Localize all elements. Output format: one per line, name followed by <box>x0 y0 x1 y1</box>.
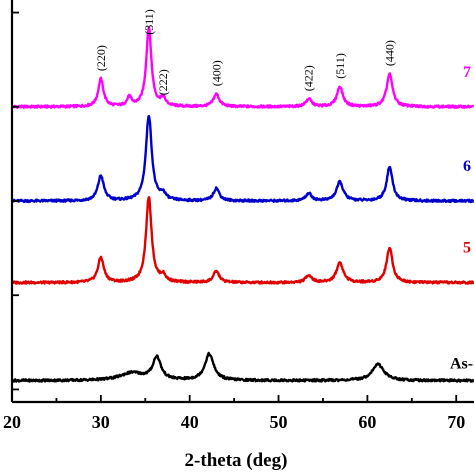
series-label-4: As- <box>450 356 473 373</box>
peak-label: (511) <box>333 53 347 79</box>
peak-label: (400) <box>209 60 223 86</box>
peak-label: (222) <box>156 69 170 95</box>
axis-layer: 20 30 40 50 60 70 <box>3 0 474 432</box>
peak-label: (220) <box>94 45 108 71</box>
series-line-2 <box>11 114 474 204</box>
series-line-1 <box>10 26 474 109</box>
series-line-4 <box>10 351 474 383</box>
series-label-layer: 7 6 5 As- <box>450 64 473 373</box>
series-layer <box>10 26 474 383</box>
series-label-2: 6 <box>463 158 471 175</box>
x-tick-label: 30 <box>92 412 110 432</box>
series-label-3: 5 <box>463 240 471 257</box>
x-axis-title: 2-theta (deg) <box>185 450 288 471</box>
peak-label: (440) <box>383 40 397 66</box>
series-label-1: 7 <box>463 64 471 81</box>
peak-label: (311) <box>142 9 156 35</box>
x-tick-label: 70 <box>447 412 465 432</box>
x-tick-label: 50 <box>270 412 288 432</box>
peak-label: (422) <box>302 65 316 91</box>
peak-label-layer: (220) (311) (222) (400) (422) (511) (440) <box>94 9 397 95</box>
x-tick-label: 40 <box>181 412 199 432</box>
x-tick-label: 20 <box>3 412 21 432</box>
series-line-3 <box>11 195 474 285</box>
x-tick-label: 60 <box>358 412 376 432</box>
